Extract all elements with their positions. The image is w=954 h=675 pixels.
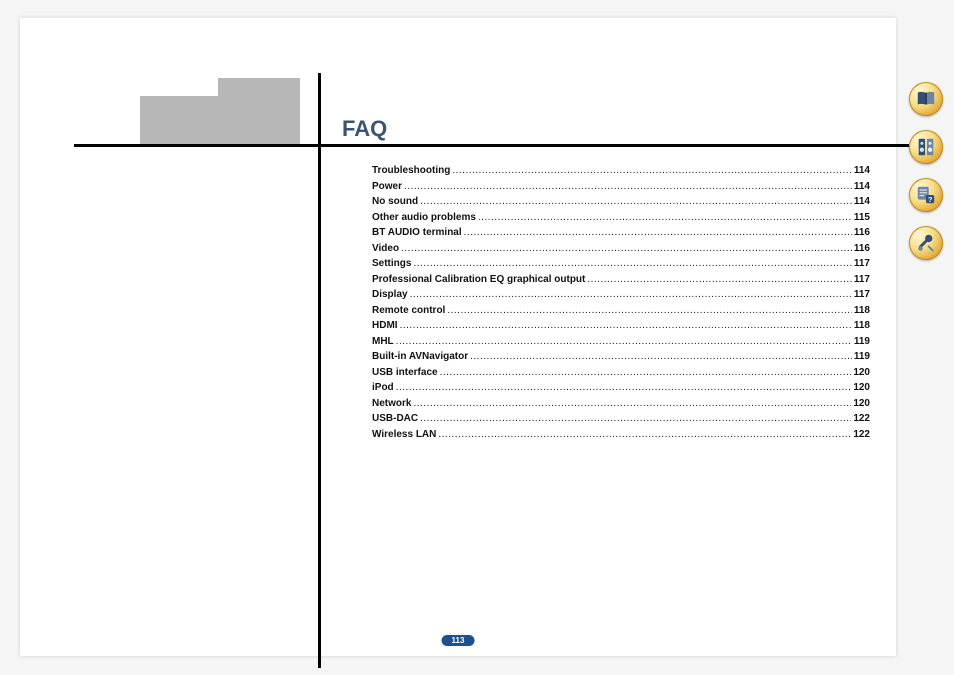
table-of-contents: Troubleshooting114Power114No sound114Oth… (372, 163, 870, 442)
toc-entry[interactable]: Other audio problems 115 (372, 210, 870, 226)
manual-page: FAQ Troubleshooting 114 Power 114 No sound 11… (20, 18, 896, 656)
toc-entry-label: Remote control (372, 303, 445, 319)
toc-entry-page: 114 (854, 163, 870, 179)
toc-entry-label: Other audio problems (372, 210, 476, 226)
toc-entry-page: 120 (853, 396, 870, 412)
toc-leader-dots (420, 411, 851, 427)
toc-entry-page: 115 (854, 210, 870, 226)
toc-entry[interactable]: Display 117 (372, 287, 870, 303)
toc-entry-page: 122 (853, 427, 870, 443)
toc-entry-label: Professional Calibration EQ graphical ou… (372, 272, 585, 288)
toc-entry-label: USB interface (372, 365, 438, 381)
toc-entry-page: 114 (854, 194, 870, 210)
toc-entry[interactable]: MHL 119 (372, 334, 870, 350)
toc-entry-page: 118 (854, 318, 870, 334)
tab-help-button[interactable]: ? (909, 178, 943, 212)
toc-leader-dots (438, 427, 851, 443)
toc-entry[interactable]: Professional Calibration EQ graphical ou… (372, 272, 870, 288)
toc-entry-page: 119 (854, 349, 870, 365)
book-icon (915, 88, 937, 110)
tools-icon (915, 232, 937, 254)
toc-entry-label: Video (372, 241, 399, 257)
toc-entry[interactable]: Power 114 (372, 179, 870, 195)
header-tab-shape-lower (140, 96, 300, 146)
page-title: FAQ (342, 116, 387, 142)
toc-entry-label: Power (372, 179, 402, 195)
toc-leader-dots (400, 318, 852, 334)
toc-entry-page: 117 (854, 256, 870, 272)
toc-entry[interactable]: Settings 117 (372, 256, 870, 272)
toc-leader-dots (440, 365, 852, 381)
toc-entry[interactable]: Built-in AVNavigator 119 (372, 349, 870, 365)
toc-entry[interactable]: HDMI 118 (372, 318, 870, 334)
horizontal-rule (74, 144, 909, 147)
toc-leader-dots (413, 256, 851, 272)
toc-leader-dots (478, 210, 852, 226)
toc-leader-dots (452, 163, 852, 179)
toc-entry-page: 119 (854, 334, 870, 350)
tab-tools-button[interactable] (909, 226, 943, 260)
toc-entry-page: 117 (854, 272, 870, 288)
toc-entry[interactable]: No sound 114 (372, 194, 870, 210)
toc-leader-dots (404, 179, 852, 195)
toc-leader-dots (401, 241, 852, 257)
toc-leader-dots (410, 287, 852, 303)
toc-entry-label: BT AUDIO terminal (372, 225, 462, 241)
toc-entry-page: 116 (854, 241, 870, 257)
toc-entry-page: 116 (854, 225, 870, 241)
toc-entry-label: Troubleshooting (372, 163, 450, 179)
toc-entry-label: Display (372, 287, 408, 303)
toc-entry-page: 120 (853, 380, 870, 396)
svg-text:?: ? (928, 195, 933, 204)
toc-leader-dots (447, 303, 852, 319)
toc-leader-dots (587, 272, 852, 288)
header-tab-shape-upper (218, 78, 300, 96)
toc-leader-dots (396, 334, 852, 350)
toc-entry[interactable]: USB-DAC 122 (372, 411, 870, 427)
vertical-rule (318, 73, 321, 668)
toc-entry[interactable]: USB interface 120 (372, 365, 870, 381)
toc-leader-dots (420, 194, 852, 210)
toc-entry-label: HDMI (372, 318, 398, 334)
side-tab-strip: ? (906, 82, 946, 260)
toc-entry-label: iPod (372, 380, 394, 396)
toc-entry-page: 114 (854, 179, 870, 195)
toc-entry[interactable]: iPod 120 (372, 380, 870, 396)
help-icon: ? (915, 184, 937, 206)
toc-entry-page: 122 (853, 411, 870, 427)
toc-entry[interactable]: Troubleshooting 114 (372, 163, 870, 179)
toc-entry-label: No sound (372, 194, 418, 210)
toc-entry-label: Built-in AVNavigator (372, 349, 468, 365)
toc-entry[interactable]: Wireless LAN 122 (372, 427, 870, 443)
toc-leader-dots (413, 396, 851, 412)
toc-entry-label: Network (372, 396, 411, 412)
toc-entry[interactable]: BT AUDIO terminal 116 (372, 225, 870, 241)
toc-entry[interactable]: Network 120 (372, 396, 870, 412)
tab-speakers-button[interactable] (909, 130, 943, 164)
toc-entry-label: MHL (372, 334, 394, 350)
tab-manual-button[interactable] (909, 82, 943, 116)
toc-entry-page: 120 (853, 365, 870, 381)
toc-entry-page: 118 (854, 303, 870, 319)
toc-entry[interactable]: Video 116 (372, 241, 870, 257)
toc-entry-label: USB-DAC (372, 411, 418, 427)
toc-leader-dots (470, 349, 852, 365)
toc-entry-label: Settings (372, 256, 411, 272)
toc-leader-dots (396, 380, 852, 396)
toc-entry-label: Wireless LAN (372, 427, 436, 443)
page-number-badge: 113 (442, 635, 475, 646)
speaker-icon (915, 136, 937, 158)
toc-leader-dots (464, 225, 852, 241)
toc-entry-page: 117 (854, 287, 870, 303)
toc-entry[interactable]: Remote control 118 (372, 303, 870, 319)
